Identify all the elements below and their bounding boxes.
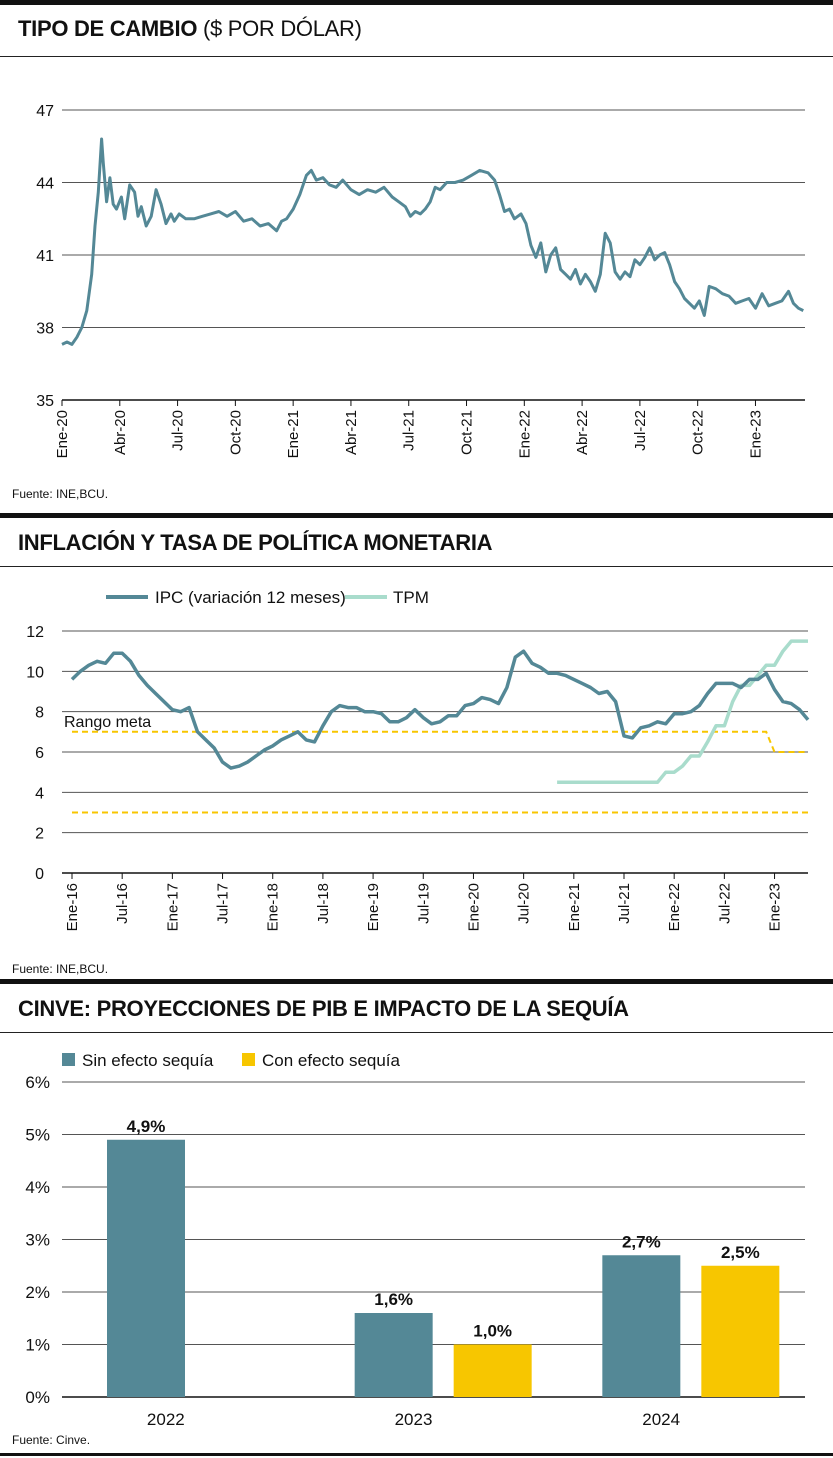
y-tick-label: 0% xyxy=(25,1388,50,1407)
x-tick-label: Jul-21 xyxy=(616,883,633,924)
x-tick-label: Oct-22 xyxy=(690,410,707,455)
x-tick-label: Abr-22 xyxy=(574,410,591,455)
x-tick-label: Ene-16 xyxy=(64,883,81,931)
x-tick-label: Jul-20 xyxy=(516,883,533,924)
y-tick-label: 6 xyxy=(35,745,44,762)
y-tick-label: 44 xyxy=(36,176,54,193)
y-tick-label: 6% xyxy=(25,1073,50,1092)
x-tick-label: Jul-22 xyxy=(632,410,649,451)
exchange-rate-chart: 35 38 41 44 47 Ene-20 Abr-20 Jul-20 Oct-20 Ene-21… xyxy=(36,103,805,458)
bar-value-label: 2,5% xyxy=(721,1243,760,1262)
gdp-bar-chart: 0% 1% 2% 3% 4% 5% 6% 2022 4,9% 2023 1,6% 1,0% 2024 2,… xyxy=(25,1051,805,1429)
x-tick-label: Jul-16 xyxy=(114,883,131,924)
title-rule xyxy=(0,1032,833,1033)
gdp-title-bold: CINVE: PROYECCIONES DE PIB E IMPACTO DE … xyxy=(18,996,629,1021)
legend-sin-swatch xyxy=(62,1053,75,1066)
y-tick-label: 0 xyxy=(35,866,44,883)
y-tick-label: 2 xyxy=(35,826,44,843)
x-tick-label: Ene-21 xyxy=(566,883,583,931)
bar-value-label: 1,0% xyxy=(473,1322,512,1341)
x-tick-label: Ene-19 xyxy=(365,883,382,931)
x-tick-label: Oct-21 xyxy=(459,410,476,455)
x-tick-label: Ene-22 xyxy=(666,883,683,931)
y-tick-label: 1% xyxy=(25,1336,50,1355)
bar xyxy=(453,1344,532,1397)
y-tick-label: 4% xyxy=(25,1178,50,1197)
x-tick-label: Abr-21 xyxy=(343,410,360,455)
legend-sin-label: Sin efecto sequía xyxy=(82,1051,214,1070)
x-tick-label: Ene-18 xyxy=(265,883,282,931)
bar-value-label: 1,6% xyxy=(374,1290,413,1309)
exchange-title-bold: TIPO DE CAMBIO xyxy=(18,16,198,41)
y-tick-label: 38 xyxy=(36,321,54,338)
x-tick-label: Jul-17 xyxy=(215,883,232,924)
y-tick-label: 3% xyxy=(25,1231,50,1250)
x-category-label: 2023 xyxy=(395,1410,433,1429)
y-tick-label: 4 xyxy=(35,785,44,802)
title-rule xyxy=(0,566,833,567)
x-tick-label: Jul-18 xyxy=(315,883,332,924)
x-tick-label: Oct-20 xyxy=(227,410,244,455)
gdp-source: Fuente: Cinve. xyxy=(12,1433,91,1447)
legend-con-label: Con efecto sequía xyxy=(262,1051,401,1070)
x-tick-label: Ene-20 xyxy=(465,883,482,931)
exchange-title-unit: ($ POR DÓLAR) xyxy=(202,16,362,41)
legend-tpm-label: TPM xyxy=(393,588,429,607)
x-tick-label: Ene-21 xyxy=(285,410,302,458)
target-range-annotation: Rango meta xyxy=(64,714,151,731)
exchange-rate-line xyxy=(61,137,804,346)
y-tick-label: 2% xyxy=(25,1283,50,1302)
legend-con-swatch xyxy=(242,1053,255,1066)
panel-top-bar xyxy=(0,0,833,5)
y-tick-label: 10 xyxy=(26,664,44,681)
inflation-title-bold: INFLACIÓN Y TASA DE POLÍTICA MONETARIA xyxy=(18,530,493,555)
x-tick-label: Ene-23 xyxy=(767,883,784,931)
y-tick-label: 47 xyxy=(36,103,54,120)
y-tick-label: 41 xyxy=(36,248,54,265)
y-tick-label: 5% xyxy=(25,1126,50,1145)
x-tick-label: Ene-17 xyxy=(164,883,181,931)
panel-top-bar xyxy=(0,979,833,984)
bar xyxy=(602,1255,681,1397)
bar xyxy=(701,1265,780,1397)
exchange-panel-title: TIPO DE CAMBIO ($ POR DÓLAR) xyxy=(18,16,362,42)
x-category-label: 2022 xyxy=(147,1410,185,1429)
bar-value-label: 2,7% xyxy=(622,1232,661,1251)
x-tick-label: Ene-22 xyxy=(516,410,533,458)
gdp-panel-title: CINVE: PROYECCIONES DE PIB E IMPACTO DE … xyxy=(18,996,629,1022)
inflation-source: Fuente: INE,BCU. xyxy=(12,962,109,976)
y-tick-label: 12 xyxy=(26,624,44,641)
bar-value-label: 4,9% xyxy=(127,1117,166,1136)
x-tick-label: Jul-21 xyxy=(401,410,418,451)
panel-bottom-bar xyxy=(0,1453,833,1456)
x-tick-label: Ene-20 xyxy=(54,410,71,458)
tpm-line xyxy=(557,639,808,785)
bar xyxy=(107,1139,185,1397)
inflation-chart: 0 2 4 6 8 10 12 Ene-16 Jul-16 Ene-17 Jul-17 Ene-18 J… xyxy=(26,588,810,931)
target-range-upper-line xyxy=(72,730,808,753)
legend-ipc-label: IPC (variación 12 meses) xyxy=(155,588,346,607)
x-tick-label: Ene-23 xyxy=(747,410,764,458)
title-rule xyxy=(0,56,833,57)
inflation-panel-title: INFLACIÓN Y TASA DE POLÍTICA MONETARIA xyxy=(18,530,493,556)
panel-top-bar xyxy=(0,513,833,518)
x-tick-label: Jul-20 xyxy=(170,410,187,451)
x-tick-label: Jul-19 xyxy=(415,883,432,924)
x-tick-label: Abr-20 xyxy=(112,410,129,455)
y-tick-label: 8 xyxy=(35,705,44,722)
y-tick-label: 35 xyxy=(36,393,54,410)
x-tick-label: Jul-22 xyxy=(716,883,733,924)
exchange-source: Fuente: INE,BCU. xyxy=(12,487,109,501)
ipc-line xyxy=(70,649,810,770)
x-category-label: 2024 xyxy=(642,1410,680,1429)
bar xyxy=(354,1313,433,1397)
